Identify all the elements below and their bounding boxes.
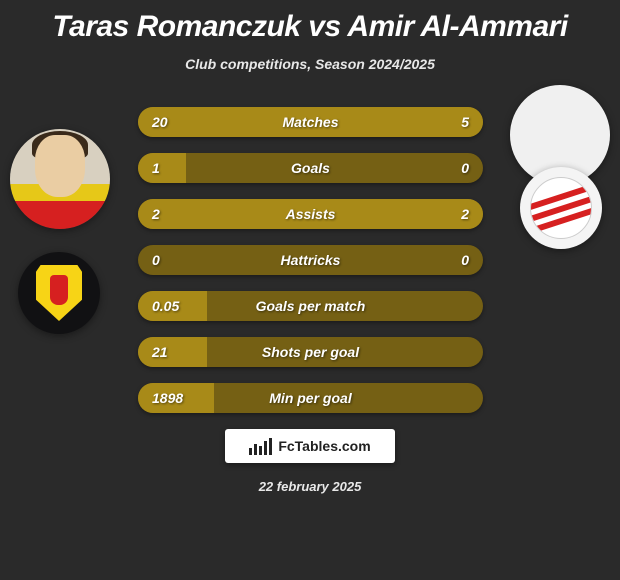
- club-logo-left: [18, 252, 100, 334]
- stat-value-left: 21: [138, 344, 208, 360]
- comparison-panel: 20Matches51Goals02Assists20Hattricks00.0…: [0, 107, 620, 413]
- stat-label: Goals per match: [208, 298, 413, 314]
- stat-row: 1Goals0: [138, 153, 483, 183]
- date-text: 22 february 2025: [0, 479, 620, 494]
- stat-row: 0.05Goals per match: [138, 291, 483, 321]
- stat-value-left: 1898: [138, 390, 208, 406]
- stat-value-left: 0: [138, 252, 208, 268]
- stat-label: Matches: [208, 114, 413, 130]
- chart-icon: [249, 438, 272, 455]
- stat-label: Goals: [208, 160, 413, 176]
- stat-value-right: 5: [413, 114, 483, 130]
- stat-label: Assists: [208, 206, 413, 222]
- stats-list: 20Matches51Goals02Assists20Hattricks00.0…: [138, 107, 483, 413]
- stat-row: 2Assists2: [138, 199, 483, 229]
- stat-row: 20Matches5: [138, 107, 483, 137]
- club-logo-right: [520, 167, 602, 249]
- page-title: Taras Romanczuk vs Amir Al-Ammari: [0, 0, 620, 44]
- stat-row: 21Shots per goal: [138, 337, 483, 367]
- stat-row: 0Hattricks0: [138, 245, 483, 275]
- branding-badge[interactable]: FcTables.com: [225, 429, 395, 463]
- stat-label: Hattricks: [208, 252, 413, 268]
- stat-value-left: 1: [138, 160, 208, 176]
- stat-value-left: 0.05: [138, 298, 208, 314]
- branding-label: FcTables.com: [278, 438, 370, 454]
- stat-value-right: 0: [413, 160, 483, 176]
- stat-row: 1898Min per goal: [138, 383, 483, 413]
- stat-value-left: 20: [138, 114, 208, 130]
- stat-value-right: 0: [413, 252, 483, 268]
- stat-value-left: 2: [138, 206, 208, 222]
- stat-label: Min per goal: [208, 390, 413, 406]
- player-left-photo: [10, 129, 110, 229]
- stat-value-right: 2: [413, 206, 483, 222]
- stat-label: Shots per goal: [208, 344, 413, 360]
- subtitle: Club competitions, Season 2024/2025: [0, 56, 620, 72]
